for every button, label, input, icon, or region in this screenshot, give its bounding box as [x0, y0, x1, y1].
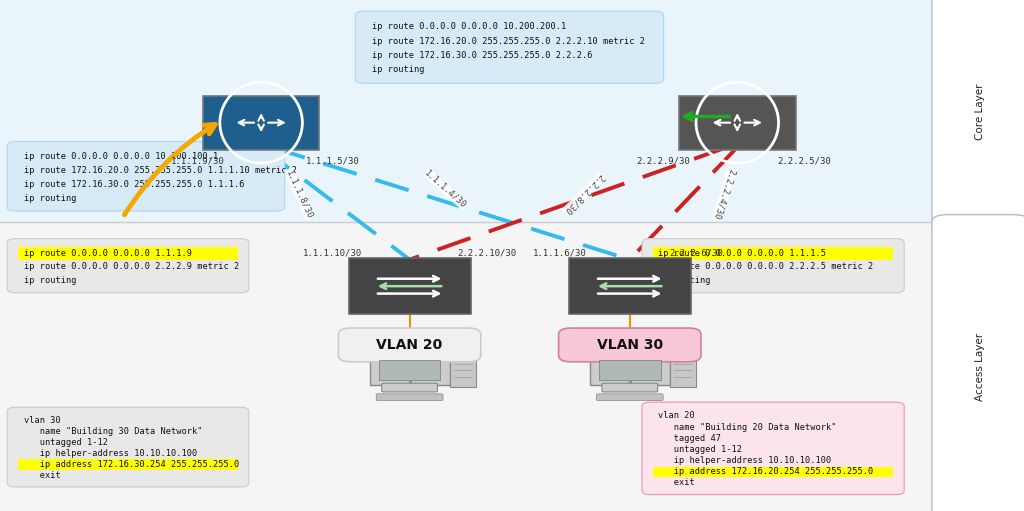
Text: vlan 20: vlan 20 [658, 411, 695, 421]
Text: Access Layer: Access Layer [976, 333, 985, 401]
FancyBboxPatch shape [203, 96, 319, 150]
Text: 2.2.2.8/30: 2.2.2.8/30 [562, 172, 605, 216]
Text: 2.2.2.6/30: 2.2.2.6/30 [670, 248, 723, 258]
Text: ip routing: ip routing [24, 194, 76, 202]
Text: ip routing: ip routing [372, 65, 424, 75]
FancyBboxPatch shape [7, 142, 285, 211]
Text: ip route 0.0.0.0 0.0.0.0 2.2.2.5 metric 2: ip route 0.0.0.0 0.0.0.0 2.2.2.5 metric … [658, 262, 873, 271]
FancyBboxPatch shape [0, 222, 942, 511]
FancyBboxPatch shape [7, 407, 249, 487]
FancyBboxPatch shape [376, 394, 443, 401]
FancyBboxPatch shape [653, 247, 893, 260]
Text: ip route 0.0.0.0 0.0.0.0 10.100.100.1: ip route 0.0.0.0 0.0.0.0 10.100.100.1 [24, 152, 218, 161]
Text: 2.2.2.5/30: 2.2.2.5/30 [777, 156, 830, 166]
FancyBboxPatch shape [568, 259, 691, 314]
FancyBboxPatch shape [379, 360, 440, 380]
Text: VLAN 20: VLAN 20 [377, 338, 442, 352]
Text: ip address 172.16.20.254 255.255.255.0: ip address 172.16.20.254 255.255.255.0 [658, 467, 873, 476]
Text: ip route 172.16.20.0 255.255.255.0 1.1.1.10 metric 2: ip route 172.16.20.0 255.255.255.0 1.1.1… [24, 166, 297, 175]
FancyBboxPatch shape [370, 355, 450, 385]
Text: name "Building 30 Data Network": name "Building 30 Data Network" [24, 427, 202, 436]
Text: tagged 47: tagged 47 [658, 434, 722, 443]
Text: Core Layer: Core Layer [976, 83, 985, 140]
Text: exit: exit [658, 478, 695, 487]
Text: untagged 1-12: untagged 1-12 [658, 445, 742, 454]
FancyBboxPatch shape [642, 402, 904, 495]
FancyBboxPatch shape [590, 355, 670, 385]
Text: ip helper-address 10.10.10.100: ip helper-address 10.10.10.100 [658, 456, 831, 465]
Text: 2.2.2.10/30: 2.2.2.10/30 [457, 248, 516, 258]
Text: ip address 172.16.30.254 255.255.255.0: ip address 172.16.30.254 255.255.255.0 [24, 460, 239, 469]
Text: 1.1.1.8/30: 1.1.1.8/30 [285, 169, 314, 220]
FancyBboxPatch shape [348, 259, 471, 314]
Text: VLAN 30: VLAN 30 [597, 338, 663, 352]
Text: 1.1.1.10/30: 1.1.1.10/30 [303, 248, 362, 258]
Text: ip route 172.16.30.0 255.255.255.0 2.2.2.6: ip route 172.16.30.0 255.255.255.0 2.2.2… [372, 51, 592, 60]
FancyBboxPatch shape [338, 328, 481, 362]
Text: 1.1.1.6/30: 1.1.1.6/30 [534, 248, 587, 258]
Text: ip route 172.16.20.0 255.255.255.0 2.2.2.10 metric 2: ip route 172.16.20.0 255.255.255.0 2.2.2… [372, 37, 645, 45]
Text: 1.1.1.4/30: 1.1.1.4/30 [423, 168, 468, 210]
FancyBboxPatch shape [932, 215, 1024, 511]
Text: 1.1.1.9/30: 1.1.1.9/30 [171, 156, 224, 166]
Text: ip route 0.0.0.0 0.0.0.0 2.2.2.9 metric 2: ip route 0.0.0.0 0.0.0.0 2.2.2.9 metric … [24, 262, 239, 271]
Text: 2.2.2.4/30: 2.2.2.4/30 [712, 168, 737, 221]
Text: name "Building 20 Data Network": name "Building 20 Data Network" [658, 423, 837, 432]
Text: ip routing: ip routing [658, 275, 711, 285]
FancyBboxPatch shape [679, 96, 796, 150]
Text: ip route 172.16.30.0 255.255.255.0 1.1.1.6: ip route 172.16.30.0 255.255.255.0 1.1.1… [24, 180, 244, 189]
Text: ip route 0.0.0.0 0.0.0.0 1.1.1.5: ip route 0.0.0.0 0.0.0.0 1.1.1.5 [658, 249, 826, 258]
FancyBboxPatch shape [642, 239, 904, 293]
FancyBboxPatch shape [382, 383, 437, 392]
Text: ip helper-address 10.10.10.100: ip helper-address 10.10.10.100 [24, 449, 197, 458]
FancyBboxPatch shape [450, 356, 476, 387]
FancyBboxPatch shape [18, 247, 238, 260]
FancyBboxPatch shape [0, 0, 942, 222]
Text: ip route 0.0.0.0 0.0.0.0 1.1.1.9: ip route 0.0.0.0 0.0.0.0 1.1.1.9 [24, 249, 191, 258]
FancyBboxPatch shape [653, 467, 893, 477]
FancyBboxPatch shape [7, 239, 249, 293]
Text: ip route 0.0.0.0 0.0.0.0 10.200.200.1: ip route 0.0.0.0 0.0.0.0 10.200.200.1 [372, 22, 566, 31]
Text: vlan 30: vlan 30 [24, 416, 60, 425]
Text: 2.2.2.9/30: 2.2.2.9/30 [637, 156, 690, 166]
FancyBboxPatch shape [596, 394, 664, 401]
FancyBboxPatch shape [559, 328, 700, 362]
FancyBboxPatch shape [602, 383, 657, 392]
FancyBboxPatch shape [355, 11, 664, 83]
FancyBboxPatch shape [670, 356, 696, 387]
Text: exit: exit [24, 471, 60, 480]
FancyBboxPatch shape [932, 0, 1024, 230]
Text: ip routing: ip routing [24, 275, 76, 285]
FancyBboxPatch shape [599, 360, 660, 380]
Text: 1.1.1.5/30: 1.1.1.5/30 [306, 156, 359, 166]
Text: untagged 1-12: untagged 1-12 [24, 438, 108, 447]
FancyBboxPatch shape [18, 459, 238, 470]
